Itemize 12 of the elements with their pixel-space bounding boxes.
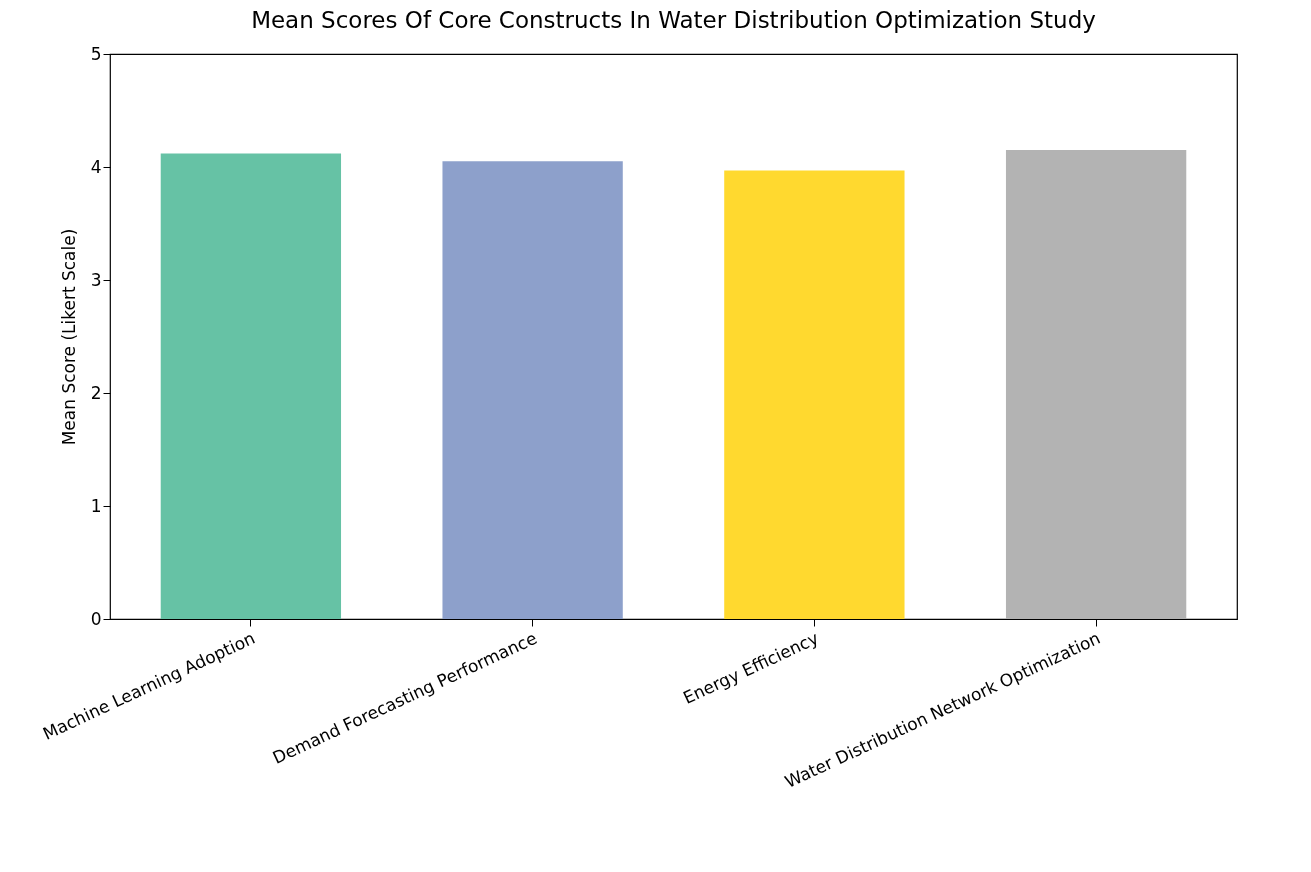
- bar: [1005, 150, 1187, 619]
- bar: [160, 153, 342, 619]
- y-tick-label: 3: [90, 269, 102, 290]
- y-tick-label: 1: [90, 495, 102, 516]
- y-tick-label: 5: [90, 43, 102, 64]
- y-tick-label: 0: [90, 608, 102, 629]
- chart-title: Mean Scores Of Core Constructs In Water Distribution Optimization Study: [251, 7, 1096, 33]
- bar: [724, 170, 905, 619]
- bar: [442, 161, 623, 619]
- y-axis-title: Mean Score (Likert Scale): [58, 228, 79, 446]
- y-tick-label: 2: [90, 382, 102, 403]
- y-tick-label: 4: [90, 156, 102, 177]
